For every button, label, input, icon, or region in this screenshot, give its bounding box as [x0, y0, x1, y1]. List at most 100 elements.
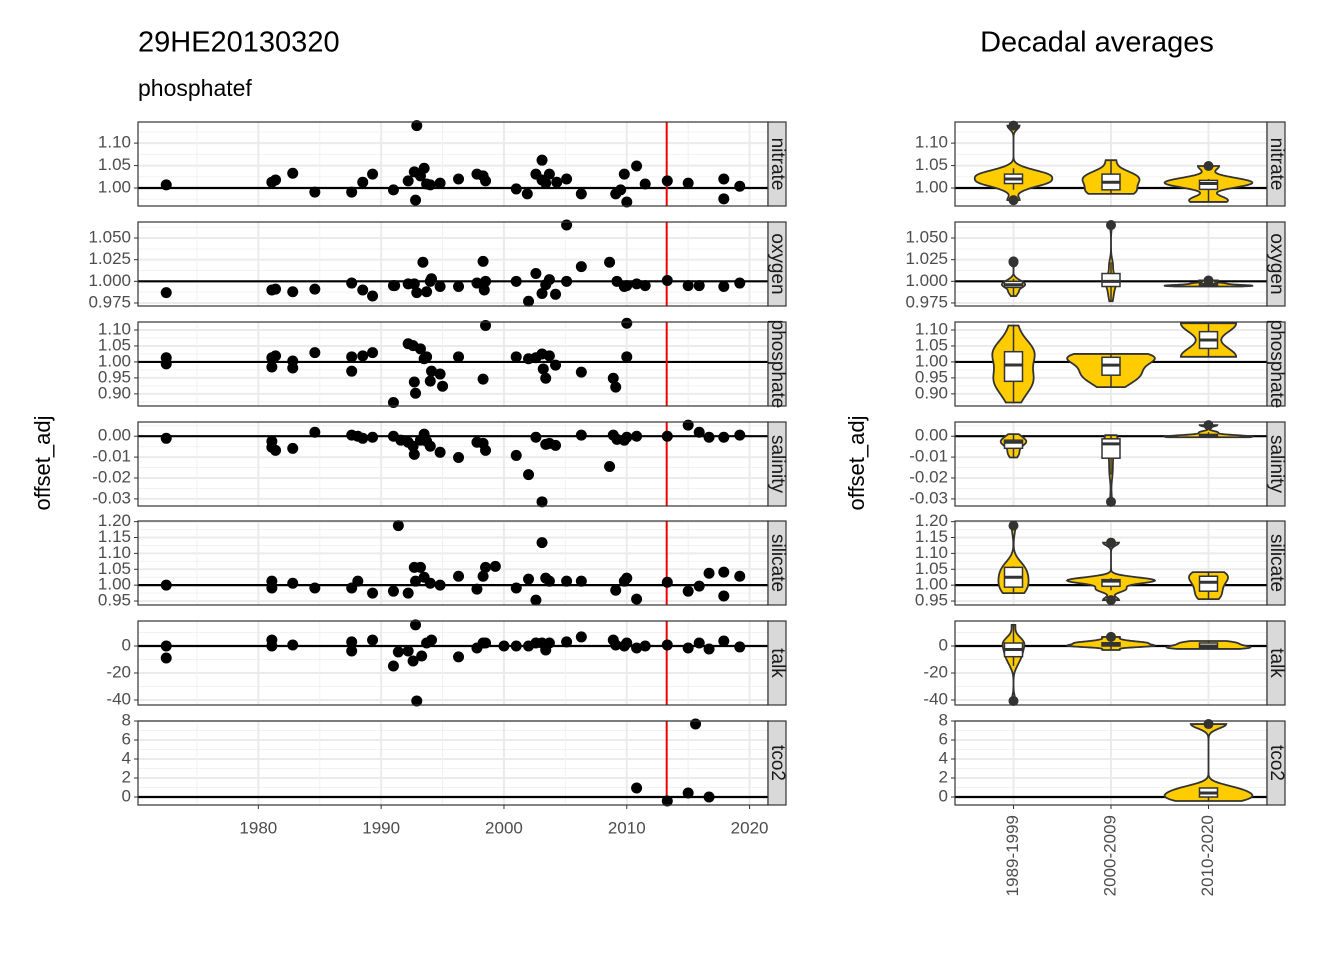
point: [510, 449, 522, 461]
point: [471, 277, 483, 289]
point: [367, 634, 379, 646]
point: [453, 281, 465, 293]
point: [402, 587, 414, 599]
y-axis-label: offset_adj: [844, 415, 869, 510]
strip: [1266, 720, 1286, 806]
point: [621, 317, 633, 329]
strip: [1266, 620, 1286, 706]
point: [287, 167, 299, 179]
panel-background: [138, 721, 768, 805]
point: [550, 359, 562, 371]
point: [682, 585, 694, 597]
point: [309, 582, 321, 594]
point: [453, 173, 465, 185]
point: [387, 660, 399, 672]
point: [718, 173, 730, 185]
x-tick-label: 2010: [608, 818, 646, 837]
point: [434, 281, 446, 293]
outlier: [1106, 631, 1116, 642]
y-tick-label: 1.10: [98, 319, 131, 338]
y-tick-label: 1.00: [98, 351, 131, 370]
point: [536, 287, 548, 299]
y-tick-label: 2: [939, 767, 948, 786]
point: [352, 575, 364, 587]
point: [604, 461, 616, 473]
point: [357, 432, 369, 444]
strip-label: tco2: [767, 745, 788, 781]
strip: [1266, 221, 1286, 307]
point: [550, 288, 562, 300]
point: [309, 347, 321, 359]
point: [523, 469, 535, 481]
point: [621, 196, 633, 208]
point: [690, 718, 702, 730]
point: [510, 582, 522, 594]
y-tick-label: 8: [122, 710, 131, 729]
point: [410, 387, 422, 399]
y-tick-label: 4: [939, 748, 948, 767]
point: [408, 278, 420, 290]
point: [631, 782, 643, 794]
point: [426, 365, 438, 377]
point: [480, 275, 492, 287]
outlier: [1106, 537, 1116, 548]
x-tick-label: 2010-2020: [1198, 815, 1217, 896]
y-tick-label: 1.10: [915, 133, 948, 152]
point: [453, 570, 465, 582]
strip-label: nitrate: [1266, 138, 1287, 191]
point: [631, 278, 643, 290]
y-tick-label: 1.00: [915, 575, 948, 594]
point: [410, 619, 422, 631]
outlier: [1203, 420, 1214, 431]
point: [621, 280, 633, 292]
point: [610, 639, 622, 651]
point: [414, 561, 426, 573]
point: [661, 795, 673, 807]
point: [410, 575, 422, 587]
point: [426, 273, 438, 285]
y-tick-label: 1.10: [98, 543, 131, 562]
point: [510, 640, 522, 652]
y-tick-label: -0.03: [909, 488, 948, 507]
point: [621, 572, 633, 584]
point: [575, 261, 587, 273]
point: [421, 351, 433, 363]
point: [561, 275, 573, 287]
point: [530, 594, 542, 606]
y-tick-label: 0.95: [915, 367, 948, 386]
y-tick-label: 1.05: [98, 155, 131, 174]
point: [367, 290, 379, 302]
point: [411, 287, 423, 299]
y-tick-label: 1.05: [915, 335, 948, 354]
point: [661, 430, 673, 442]
point: [421, 286, 433, 298]
point: [718, 281, 730, 293]
point: [346, 277, 358, 289]
panel-background: [138, 521, 768, 605]
x-tick-label: 2020: [731, 818, 769, 837]
point: [703, 567, 715, 579]
outlier: [1008, 695, 1019, 706]
point: [426, 634, 438, 646]
y-tick-label: -0.01: [92, 447, 131, 466]
point: [621, 637, 633, 649]
point: [287, 442, 299, 454]
y-tick-label: -0.02: [92, 467, 131, 486]
point: [718, 590, 730, 602]
point: [693, 426, 705, 438]
point: [631, 593, 643, 605]
outlier: [1008, 195, 1019, 206]
y-tick-label: 4: [122, 748, 131, 767]
y-tick-label: 1.10: [98, 133, 131, 152]
strip-label: silicate: [1266, 534, 1287, 592]
outlier: [1106, 595, 1116, 606]
point: [610, 381, 622, 393]
point: [703, 643, 715, 655]
y-tick-label: -20: [106, 662, 131, 681]
point: [536, 537, 548, 549]
point: [367, 431, 379, 443]
point: [543, 350, 555, 362]
point: [610, 584, 622, 596]
point: [537, 363, 549, 375]
point: [367, 168, 379, 180]
